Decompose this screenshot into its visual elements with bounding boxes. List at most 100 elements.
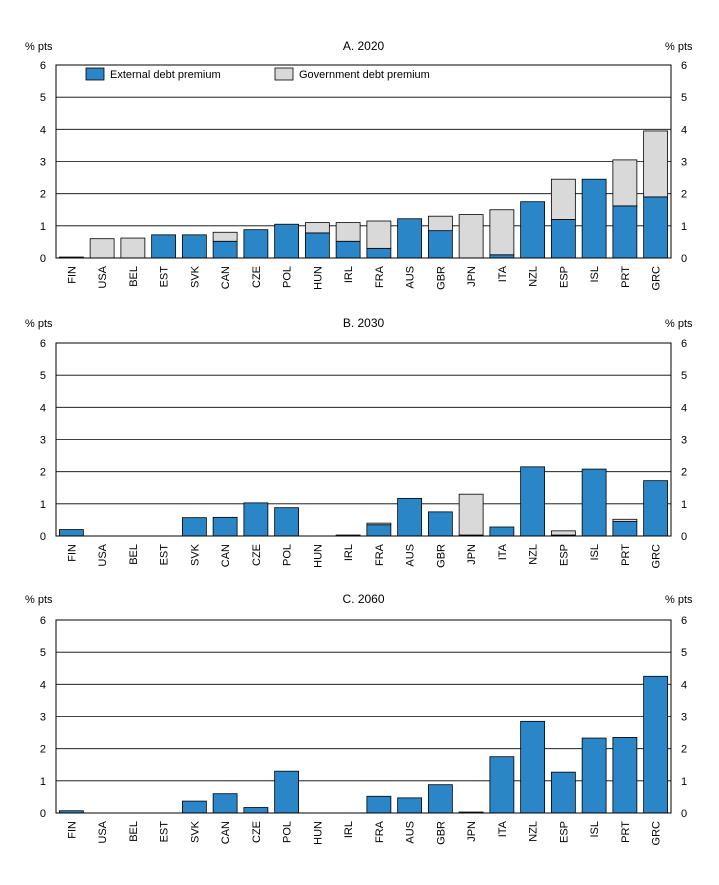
x-tick-label: GBR (435, 544, 447, 568)
bar-external-hun (304, 232, 330, 259)
bar-external-fra (366, 247, 392, 259)
bar-external-fra (366, 795, 392, 814)
bar-external-nzl (520, 201, 546, 259)
bar-external-isl (581, 468, 607, 537)
y-tick-label-left: 5 (40, 370, 46, 382)
bar-external-fin (58, 529, 84, 537)
x-tick-label: ESP (558, 544, 570, 566)
y-tick-label-left: 3 (40, 712, 46, 724)
x-tick-label: JPN (466, 821, 478, 842)
y-tick-label-right: 3 (681, 712, 687, 724)
x-tick-label: PRT (620, 266, 632, 288)
x-tick-label: FIN (66, 544, 78, 562)
bar-external-esp (550, 218, 576, 259)
x-tick-label: SVK (189, 543, 201, 566)
y-tick-label-left: 4 (40, 402, 46, 414)
bar-government-esp (550, 530, 576, 536)
x-tick-label: FRA (374, 820, 386, 843)
panel-title: A. 2020 (343, 39, 385, 53)
x-tick-label: CAN (220, 266, 232, 289)
bar-government-prt (612, 159, 638, 207)
plot-frame (55, 64, 672, 259)
y-tick-label-right: 6 (681, 338, 687, 350)
y-tick-label-right: 4 (681, 124, 687, 136)
chart-panel-1: A. 2020 % pts % pts 0 0 1 1 2 2 3 3 4 4 5 5 6 6 FIN USA BEL… (25, 39, 693, 290)
x-tick-label: ISL (589, 266, 601, 283)
legend-swatch-external (85, 67, 105, 81)
bar-government-gbr (427, 215, 453, 232)
x-tick-label: HUN (312, 821, 324, 845)
x-tick-label: FRA (374, 543, 386, 566)
bar-external-can (212, 240, 238, 259)
y-tick-label-right: 1 (681, 221, 687, 233)
y-tick-label-left: 2 (40, 467, 46, 479)
x-tick-label: ITA (497, 543, 509, 560)
y-tick-label-left: 1 (40, 499, 46, 511)
x-tick-label: USA (97, 265, 109, 288)
bar-external-nzl (520, 720, 546, 814)
bar-external-prt (612, 521, 638, 537)
x-tick-label: CZE (251, 266, 263, 288)
y-tick-label-right: 0 (681, 253, 687, 265)
x-tick-label: CZE (251, 544, 263, 566)
y-axis-unit-right: % pts (665, 41, 693, 53)
y-tick-label-right: 5 (681, 647, 687, 659)
bar-external-cze (243, 229, 269, 259)
x-tick-label: IRL (343, 544, 355, 561)
x-tick-label: AUS (405, 544, 417, 567)
x-tick-label: ITA (497, 820, 509, 837)
y-tick-label-left: 5 (40, 92, 46, 104)
x-tick-label: PRT (620, 544, 632, 566)
y-tick-label-right: 3 (681, 435, 687, 447)
x-tick-label: SVK (189, 820, 201, 843)
y-tick-label-right: 4 (681, 679, 687, 691)
bar-external-aus (397, 497, 423, 537)
y-tick-label-left: 2 (40, 189, 46, 201)
bar-external-ita (489, 756, 515, 814)
legend-swatch-government (274, 67, 294, 81)
x-tick-label: ISL (589, 544, 601, 561)
bar-external-irl (335, 240, 361, 259)
x-tick-label: POL (282, 821, 294, 843)
bar-government-can (212, 231, 238, 242)
chart-panel-2: B. 2030 % pts % pts 0 0 1 1 2 2 3 3 4 4 5 5 6 6 FIN USA BEL… (25, 316, 693, 568)
y-tick-label-right: 2 (681, 189, 687, 201)
bar-external-svk (181, 234, 207, 259)
x-tick-label: HUN (312, 266, 324, 290)
x-tick-label: POL (282, 266, 294, 288)
bar-external-isl (581, 737, 607, 814)
bar-government-usa (89, 238, 115, 259)
bar-government-fra (366, 522, 392, 526)
bar-external-grc (643, 675, 669, 814)
bar-external-prt (612, 205, 638, 259)
x-tick-label: ITA (497, 265, 509, 282)
bar-external-gbr (427, 511, 453, 537)
bar-government-hun (304, 222, 330, 234)
x-tick-label: JPN (466, 266, 478, 287)
x-tick-label: POL (282, 544, 294, 566)
bar-external-ita (489, 526, 515, 537)
x-tick-label: AUS (405, 821, 417, 844)
y-tick-label-right: 4 (681, 402, 687, 414)
x-tick-label: GRC (651, 544, 663, 569)
x-tick-label: CAN (220, 544, 232, 567)
x-tick-label: JPN (466, 544, 478, 565)
x-tick-label: EST (159, 266, 171, 288)
x-tick-label: BEL (128, 821, 140, 842)
x-tick-label: GRC (651, 266, 663, 291)
y-tick-label-right: 6 (681, 615, 687, 627)
x-tick-label: FRA (374, 265, 386, 288)
legend-label-government: Government debt premium (299, 69, 430, 81)
x-tick-label: PRT (620, 821, 632, 843)
x-tick-label: EST (159, 821, 171, 843)
x-tick-label: NZL (528, 544, 540, 565)
y-axis-unit-right: % pts (665, 594, 693, 606)
legend: External debt premium Government debt pre… (85, 67, 430, 81)
x-tick-label: BEL (128, 266, 140, 287)
bar-government-fra (366, 220, 392, 249)
x-tick-label: NZL (528, 821, 540, 842)
y-axis-unit-left: % pts (25, 594, 53, 606)
bar-external-esp (550, 771, 576, 814)
y-tick-label-right: 3 (681, 157, 687, 169)
bar-government-esp (550, 178, 576, 220)
